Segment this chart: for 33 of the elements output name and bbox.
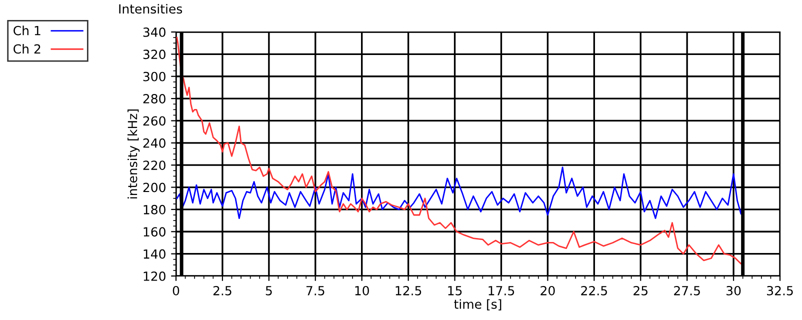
x-tick-label: 20 [540, 286, 555, 296]
x-tick-label: 7.5 [306, 286, 324, 296]
x-axis-title: time [s] [454, 299, 502, 310]
y-tick-label: 180 [144, 204, 166, 214]
y-tick-label: 280 [143, 94, 166, 104]
x-tick-label: 15 [448, 286, 462, 296]
x-tick-label: 10 [355, 286, 369, 296]
x-tick-label: 2.5 [213, 286, 232, 296]
legend-label: Ch 2 [14, 44, 40, 54]
x-tick-label: 32.5 [767, 286, 793, 296]
y-tick-label: 240 [143, 138, 166, 148]
legend-label: Ch 1 [14, 26, 40, 36]
x-tick-label: 27.5 [674, 286, 700, 296]
x-tick-label: 0 [172, 286, 180, 296]
y-tick-label: 120 [144, 271, 166, 281]
x-tick-label: 5 [266, 286, 272, 296]
y-tick-label: 260 [143, 116, 166, 126]
x-tick-label: 17.5 [488, 286, 514, 296]
y-tick-label: 340 [143, 27, 166, 37]
x-tick-label: 22.5 [581, 286, 607, 296]
y-axis-title: intensity [kHz] [128, 110, 140, 198]
y-tick-label: 320 [143, 50, 166, 60]
x-tick-label: 30 [726, 286, 741, 296]
x-tick-label: 25 [634, 286, 648, 296]
line-series [176, 36, 744, 264]
y-tick-label: 200 [143, 182, 166, 192]
y-tick-label: 220 [143, 160, 166, 170]
line-series [176, 166, 744, 220]
y-tick-label: 300 [143, 72, 166, 82]
y-tick-label: 140 [144, 249, 166, 259]
y-tick-label: 160 [144, 227, 166, 237]
chart-title: Intensities [119, 4, 182, 14]
x-tick-label: 12.5 [396, 286, 422, 296]
